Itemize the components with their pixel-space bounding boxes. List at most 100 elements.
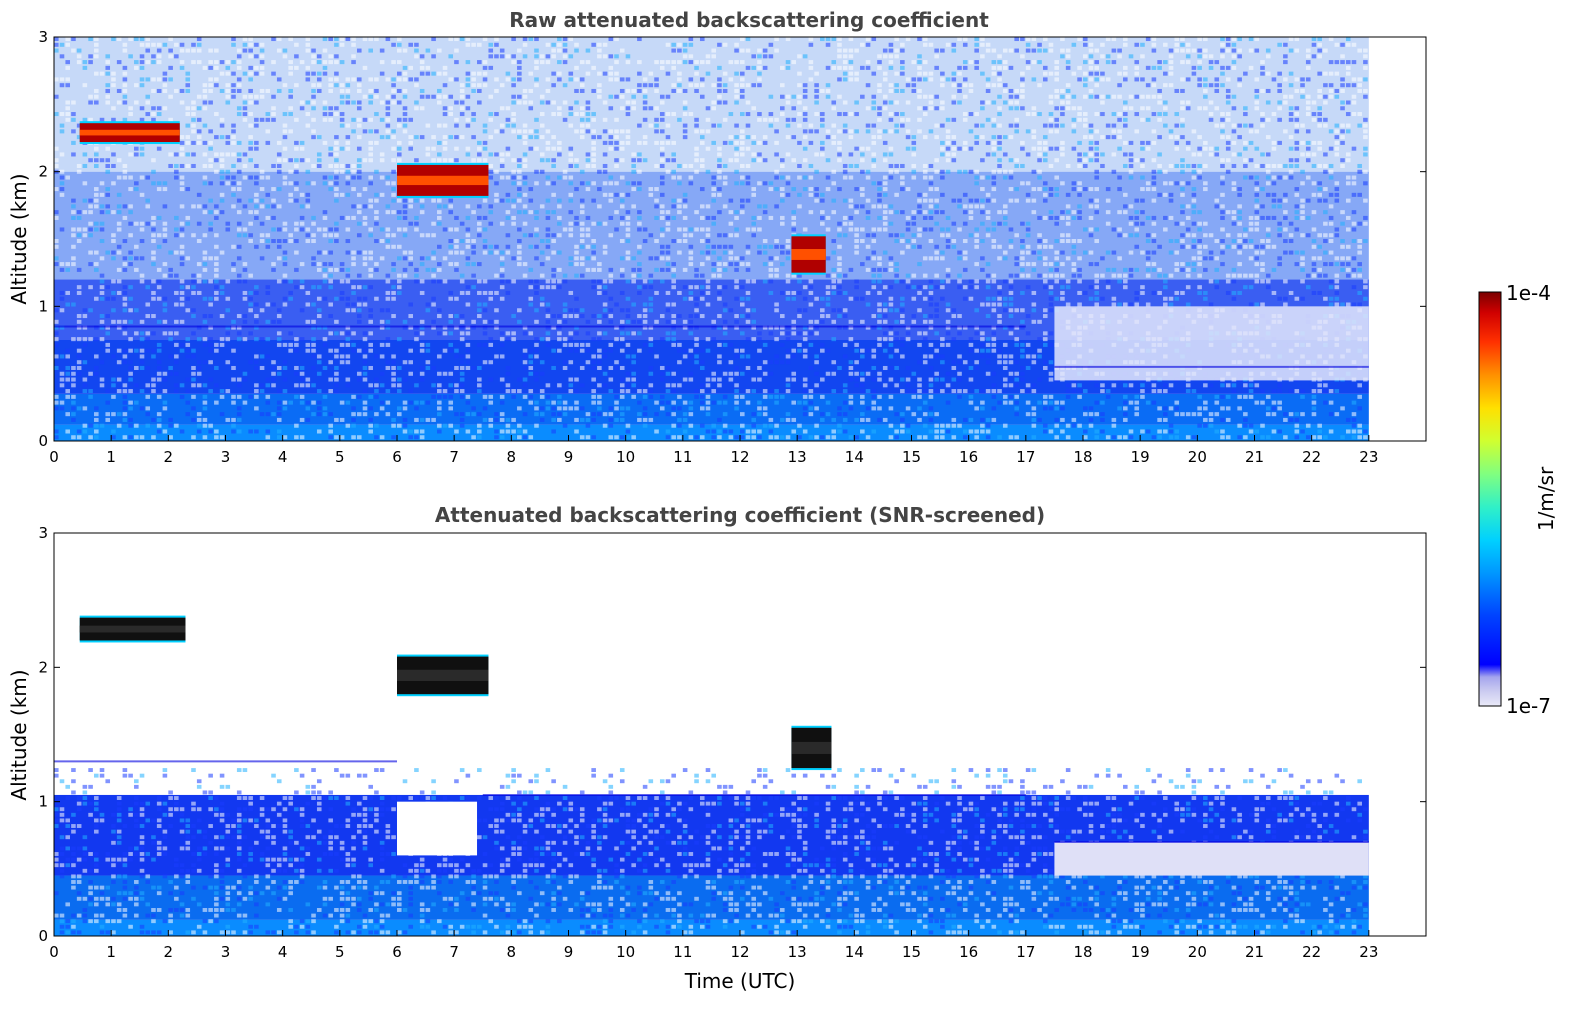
noise-speckle <box>65 262 71 267</box>
noise-speckle <box>860 192 865 197</box>
noise-speckle <box>356 135 362 140</box>
noise-speckle <box>139 406 145 411</box>
noise-speckle <box>122 117 128 122</box>
noise-speckle <box>214 342 219 347</box>
noise-speckle <box>517 129 522 134</box>
noise-speckle <box>860 204 865 209</box>
noise-speckle <box>88 117 93 122</box>
noise-speckle <box>139 273 145 278</box>
noise-speckle <box>745 65 751 70</box>
noise-speckle <box>368 267 373 272</box>
noise-speckle <box>94 227 99 232</box>
noise-speckle <box>957 204 962 209</box>
noise-speckle <box>54 365 59 371</box>
noise-speckle <box>699 250 705 255</box>
noise-speckle <box>557 233 562 238</box>
noise-speckle <box>808 394 814 399</box>
noise-speckle <box>196 204 202 209</box>
noise-speckle <box>848 163 854 169</box>
noise-speckle <box>928 239 934 244</box>
noise-speckle <box>722 140 728 145</box>
noise-speckle <box>139 354 145 359</box>
noise-speckle <box>928 365 934 371</box>
noise-speckle <box>156 112 162 117</box>
noise-speckle <box>65 112 71 117</box>
noise-speckle <box>459 383 465 388</box>
noise-speckle <box>728 429 734 434</box>
noise-speckle <box>59 129 65 134</box>
noise-speckle <box>339 60 345 65</box>
noise-speckle <box>391 435 396 440</box>
noise-speckle <box>174 233 179 238</box>
noise-speckle <box>934 308 939 313</box>
noise-speckle <box>391 192 396 197</box>
noise-speckle <box>499 163 505 169</box>
noise-speckle <box>682 319 688 324</box>
noise-speckle <box>717 152 722 157</box>
noise-speckle <box>134 146 139 151</box>
noise-speckle <box>745 175 751 180</box>
noise-speckle <box>694 71 699 76</box>
noise-speckle <box>637 319 642 324</box>
noise-speckle <box>162 377 168 382</box>
noise-speckle <box>854 146 859 151</box>
noise-speckle <box>917 117 922 122</box>
noise-speckle <box>174 290 179 295</box>
noise-speckle <box>385 342 391 347</box>
noise-speckle <box>717 435 722 440</box>
noise-speckle <box>545 100 551 105</box>
noise-speckle <box>654 83 659 88</box>
noise-speckle <box>539 406 545 411</box>
noise-speckle <box>980 239 985 244</box>
noise-speckle <box>82 429 88 434</box>
noise-speckle <box>71 198 76 203</box>
noise-speckle <box>619 406 625 411</box>
noise-speckle <box>191 152 196 157</box>
noise-speckle <box>928 325 934 330</box>
noise-speckle <box>940 256 945 261</box>
noise-speckle <box>145 198 151 203</box>
noise-speckle <box>1008 169 1014 174</box>
noise-speckle <box>248 94 253 99</box>
noise-speckle <box>997 435 1002 440</box>
noise-speckle <box>802 112 808 117</box>
noise-speckle <box>517 256 522 261</box>
noise-speckle <box>848 267 854 272</box>
noise-speckle <box>231 429 236 434</box>
noise-speckle <box>1014 88 1019 93</box>
noise-speckle <box>557 112 562 117</box>
noise-speckle <box>391 77 396 82</box>
noise-speckle <box>499 54 505 59</box>
noise-speckle <box>780 342 785 347</box>
noise-speckle <box>82 389 88 394</box>
noise-speckle <box>722 400 728 405</box>
noise-speckle <box>808 187 814 192</box>
noise-speckle <box>1008 383 1014 388</box>
noise-speckle <box>865 417 871 422</box>
noise-speckle <box>1002 383 1008 388</box>
noise-speckle <box>128 371 133 376</box>
noise-speckle <box>871 285 877 290</box>
noise-speckle <box>722 117 728 122</box>
noise-speckle <box>511 94 516 99</box>
noise-speckle <box>957 285 962 290</box>
noise-speckle <box>871 429 877 434</box>
noise-speckle <box>334 181 339 186</box>
noise-speckle <box>997 112 1002 117</box>
noise-speckle <box>802 406 808 411</box>
noise-speckle <box>511 83 516 88</box>
noise-speckle <box>322 210 328 215</box>
noise-speckle <box>619 198 625 203</box>
noise-speckle <box>511 204 516 209</box>
noise-speckle <box>311 129 316 134</box>
noise-speckle <box>328 262 333 267</box>
noise-speckle <box>802 377 808 382</box>
noise-speckle <box>265 239 271 244</box>
noise-speckle <box>865 371 871 376</box>
noise-speckle <box>379 48 385 53</box>
noise-speckle <box>945 279 951 284</box>
noise-speckle <box>414 331 419 336</box>
noise-speckle <box>408 256 414 261</box>
noise-speckle <box>974 60 979 65</box>
noise-speckle <box>379 175 385 180</box>
